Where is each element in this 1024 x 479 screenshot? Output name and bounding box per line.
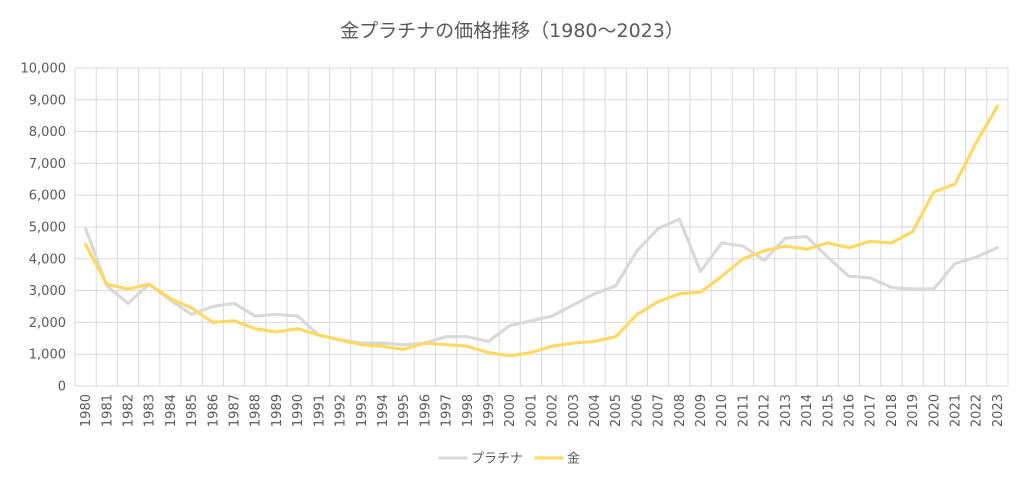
legend-label: プラチナ xyxy=(471,452,523,467)
series-line-0 xyxy=(83,217,1000,347)
y-tick-label: 0 xyxy=(58,380,66,395)
x-tick-label: 2012 xyxy=(758,394,773,427)
x-tick-label: 1999 xyxy=(482,394,497,427)
series-lines xyxy=(83,104,1000,358)
x-tick-label: 2023 xyxy=(991,394,1006,427)
x-tick-label: 1987 xyxy=(228,394,243,427)
x-tick-label: 1990 xyxy=(291,394,306,427)
x-tick-label: 1983 xyxy=(143,394,158,427)
x-tick-label: 2022 xyxy=(970,394,985,427)
legend: プラチナ 金 xyxy=(438,451,580,467)
y-tick-label: 9,000 xyxy=(29,93,66,108)
x-tick-label: 2002 xyxy=(546,394,561,427)
x-tick-label: 2000 xyxy=(503,394,518,427)
y-tick-label: 4,000 xyxy=(29,252,66,267)
y-tick-label: 3,000 xyxy=(29,284,66,299)
x-tick-label: 1992 xyxy=(334,394,349,427)
y-tick-label: 10,000 xyxy=(21,62,67,77)
x-tick-label: 1980 xyxy=(79,394,94,427)
y-tick-label: 2,000 xyxy=(29,316,66,331)
x-tick-label: 2006 xyxy=(630,394,645,427)
x-tick-label: 2004 xyxy=(588,394,603,427)
y-axis-ticks: 0 1,000 2,000 3,000 4,000 5,000 6,000 7,000 8,00… xyxy=(21,62,67,395)
x-tick-label: 1984 xyxy=(164,394,179,427)
x-tick-label: 2020 xyxy=(927,394,942,427)
grid xyxy=(74,67,1009,387)
series-line-1 xyxy=(83,104,1000,358)
x-tick-label: 2021 xyxy=(948,394,963,427)
x-tick-label: 2003 xyxy=(567,394,582,427)
x-tick-label: 2008 xyxy=(673,394,688,427)
x-tick-label: 1991 xyxy=(312,394,327,427)
x-axis-ticks: 1980 1981 1982 1983 1984 1985 1986 1987 1988 1989… xyxy=(79,394,1006,427)
x-tick-label: 2017 xyxy=(864,394,879,427)
x-tick-label: 2001 xyxy=(524,394,539,427)
x-tick-label: 2010 xyxy=(715,394,730,427)
x-tick-label: 2013 xyxy=(779,394,794,427)
x-tick-label: 2019 xyxy=(906,394,921,427)
x-tick-label: 2005 xyxy=(609,394,624,427)
y-tick-label: 7,000 xyxy=(29,157,66,172)
x-tick-label: 2014 xyxy=(800,394,815,427)
x-tick-label: 1998 xyxy=(461,394,476,427)
x-tick-label: 1994 xyxy=(376,394,391,427)
y-tick-label: 1,000 xyxy=(29,348,66,363)
x-tick-label: 1993 xyxy=(355,394,370,427)
x-tick-label: 1989 xyxy=(270,394,285,427)
x-tick-label: 1982 xyxy=(122,394,137,427)
y-tick-label: 8,000 xyxy=(29,125,66,140)
x-tick-label: 2011 xyxy=(736,394,751,427)
x-tick-label: 1995 xyxy=(397,394,412,427)
x-tick-label: 2015 xyxy=(821,394,836,427)
x-tick-label: 1985 xyxy=(185,394,200,427)
x-tick-label: 2007 xyxy=(652,394,667,427)
legend-label: 金 xyxy=(567,451,580,467)
x-tick-label: 2018 xyxy=(885,394,900,427)
x-tick-label: 1988 xyxy=(249,394,264,427)
x-tick-label: 2009 xyxy=(694,394,709,427)
x-tick-label: 1997 xyxy=(440,394,455,427)
x-tick-label: 1986 xyxy=(206,394,221,427)
x-tick-label: 2016 xyxy=(842,394,857,427)
y-tick-label: 6,000 xyxy=(29,189,66,204)
y-tick-label: 5,000 xyxy=(29,221,66,236)
x-tick-label: 1981 xyxy=(100,394,115,427)
x-tick-label: 1996 xyxy=(418,394,433,427)
chart-title: 金プラチナの価格推移（1980～2023） xyxy=(340,20,684,42)
